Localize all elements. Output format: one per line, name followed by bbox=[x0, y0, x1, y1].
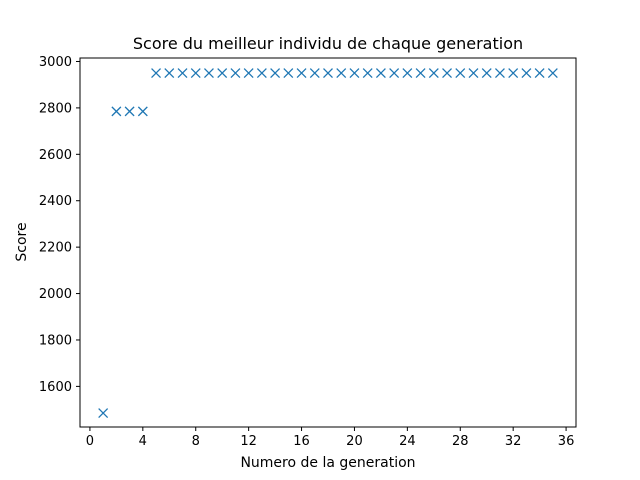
x-axis-label: Numero de la generation bbox=[240, 455, 415, 471]
data-point-marker bbox=[362, 68, 373, 79]
data-point-marker bbox=[151, 68, 162, 79]
y-tick-label: 2800 bbox=[39, 101, 72, 116]
data-point-marker bbox=[389, 68, 400, 79]
data-point-marker bbox=[415, 68, 426, 79]
data-point-marker bbox=[204, 68, 214, 79]
data-point-marker bbox=[323, 68, 333, 79]
x-tick-label: 12 bbox=[240, 434, 257, 449]
x-tick-label: 32 bbox=[505, 434, 522, 449]
data-point-marker bbox=[270, 68, 281, 79]
data-point-marker bbox=[164, 68, 175, 79]
data-point-marker bbox=[111, 106, 122, 117]
x-tick-label: 24 bbox=[399, 434, 416, 449]
x-tick-label: 16 bbox=[293, 434, 310, 449]
data-point-marker bbox=[534, 68, 545, 79]
data-point-marker bbox=[375, 68, 386, 79]
plot-frame bbox=[79, 57, 577, 428]
data-point-marker bbox=[336, 68, 347, 79]
data-point-marker bbox=[442, 68, 452, 79]
data-point-marker bbox=[256, 68, 267, 79]
data-point-marker bbox=[296, 68, 307, 79]
data-point-marker bbox=[455, 68, 466, 79]
data-point-marker bbox=[124, 106, 135, 117]
data-point-marker bbox=[494, 68, 505, 79]
data-point-marker bbox=[468, 68, 479, 79]
y-tick-label: 2600 bbox=[39, 148, 72, 163]
data-point-marker bbox=[521, 68, 532, 79]
data-point-marker bbox=[230, 68, 241, 79]
y-tick-label: 1600 bbox=[39, 380, 72, 395]
chart-title: Score du meilleur individu de chaque gen… bbox=[133, 34, 523, 53]
x-tick-label: 0 bbox=[86, 434, 94, 449]
y-tick-label: 3000 bbox=[39, 55, 72, 70]
data-point-marker bbox=[508, 68, 519, 79]
x-tick-label: 20 bbox=[346, 434, 363, 449]
y-axis-label: Score bbox=[14, 222, 30, 261]
x-tick-label: 8 bbox=[192, 434, 200, 449]
x-axis: 0 4 8 12 16 20 24 28 32 36 bbox=[86, 427, 575, 449]
data-point-marker bbox=[217, 68, 228, 79]
x-tick-label: 36 bbox=[558, 434, 575, 449]
data-point-marker bbox=[309, 68, 320, 79]
data-point-marker bbox=[190, 68, 201, 79]
data-point-marker bbox=[402, 68, 413, 79]
data-point-marker bbox=[177, 68, 188, 79]
y-tick-label: 2400 bbox=[39, 194, 72, 209]
y-axis: 1600 1800 2000 2200 2400 2600 2800 3000 bbox=[39, 55, 80, 395]
data-point-marker bbox=[98, 408, 109, 419]
data-point-marker bbox=[481, 68, 492, 79]
data-point-marker bbox=[243, 68, 254, 79]
y-tick-label: 2000 bbox=[39, 287, 72, 302]
y-tick-label: 2200 bbox=[39, 241, 72, 256]
data-point-marker bbox=[137, 106, 148, 117]
plot-area bbox=[98, 68, 558, 419]
x-tick-label: 4 bbox=[139, 434, 147, 449]
data-point-marker bbox=[283, 68, 294, 79]
data-point-marker bbox=[547, 68, 558, 79]
data-point-marker bbox=[428, 68, 439, 79]
y-tick-label: 1800 bbox=[39, 333, 72, 348]
data-point-marker bbox=[349, 68, 360, 79]
x-tick-label: 28 bbox=[452, 434, 469, 449]
